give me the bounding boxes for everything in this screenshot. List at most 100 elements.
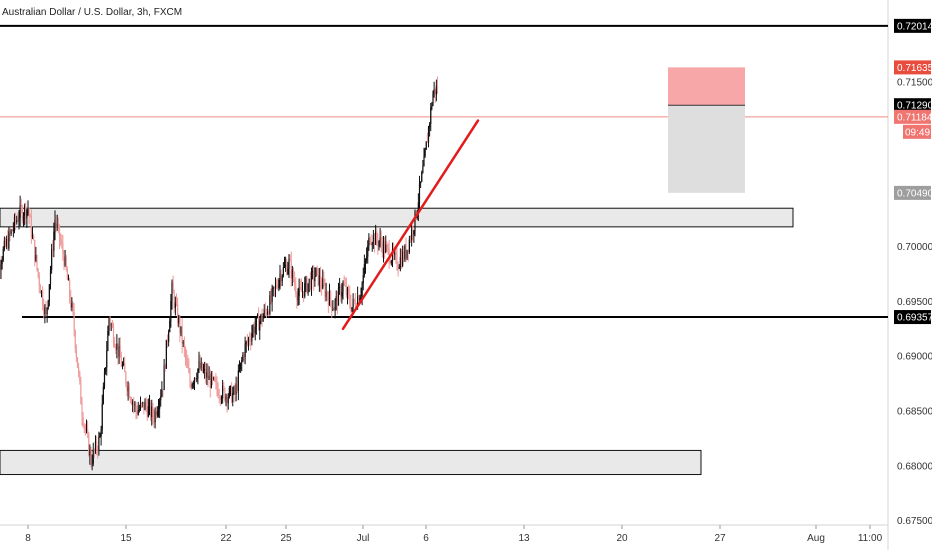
time-tick-label: 13: [518, 533, 530, 544]
current-price-tag-label: 0.71184: [897, 112, 932, 123]
candle-body: [180, 326, 182, 334]
candle-body: [141, 403, 143, 405]
candle-body: [137, 410, 139, 415]
candle-body: [309, 278, 311, 289]
price-tick-label: 0.68500: [897, 406, 932, 417]
candle-body: [29, 216, 31, 218]
candle-body: [376, 231, 378, 241]
candle-body: [359, 297, 361, 302]
candle-body: [120, 357, 122, 367]
candle-body: [193, 378, 196, 384]
candle-body: [389, 261, 391, 263]
candle-body: [204, 368, 206, 371]
candle-body: [207, 372, 209, 380]
candle-body: [258, 314, 260, 331]
candle-body: [348, 288, 350, 295]
candle-body: [18, 217, 20, 222]
candle-body: [121, 364, 124, 367]
candle-body: [8, 231, 10, 249]
candle-body: [56, 223, 58, 226]
candle-body: [386, 244, 388, 246]
candle-body: [151, 406, 153, 418]
candle-body: [107, 330, 109, 351]
candle-body: [436, 85, 439, 91]
candle-body: [282, 267, 284, 276]
candle-body: [130, 400, 133, 405]
candle-body: [334, 300, 336, 311]
candle-body: [139, 403, 142, 409]
candle-body: [33, 235, 35, 241]
candle-body: [414, 210, 416, 231]
candle-body: [421, 172, 423, 182]
candle-body: [220, 398, 223, 400]
candle-body: [233, 387, 235, 394]
candle-body: [361, 283, 363, 296]
candle-body: [304, 282, 306, 297]
trendline[interactable]: [341, 119, 480, 331]
candle-body: [388, 247, 390, 262]
stop-loss-zone[interactable]: [668, 67, 745, 106]
candle-body: [7, 239, 9, 249]
lower-demand-zone[interactable]: [0, 449, 702, 476]
candle-body: [286, 264, 288, 275]
price-tick-label: 0.71500: [897, 78, 932, 89]
time-tick-label: 22: [220, 533, 232, 544]
upper-demand-zone[interactable]: [0, 207, 794, 228]
candle-body: [103, 371, 106, 387]
candle-body: [363, 264, 365, 276]
candle-body: [208, 375, 210, 380]
candle-body: [252, 326, 254, 334]
candle-body: [61, 242, 63, 244]
candle-body: [274, 284, 277, 289]
candle-body: [216, 381, 218, 390]
candle-body: [368, 237, 370, 246]
candle-body: [411, 229, 413, 241]
candle-body: [262, 315, 264, 322]
candle-body: [265, 310, 268, 315]
candle-body: [240, 362, 242, 370]
candle-body: [263, 309, 265, 316]
candle-body: [423, 156, 425, 167]
candle-body: [168, 332, 170, 342]
candle-body: [15, 216, 17, 222]
candle-body: [146, 406, 148, 417]
candle-body: [119, 346, 121, 358]
candle-body: [57, 223, 59, 225]
candle-body: [27, 208, 29, 210]
price-axis[interactable]: 0.67500 0.68000 0.68500 0.69000 0.69500 0.700…: [897, 78, 932, 527]
candle-body: [166, 339, 169, 342]
candle-body: [76, 357, 79, 368]
candle-body: [344, 284, 346, 286]
current-price-tag: 0.71184: [894, 109, 932, 124]
candle-body: [405, 246, 407, 259]
candle-body: [277, 286, 279, 288]
candle-body: [308, 278, 310, 284]
candle-body: [40, 290, 43, 294]
candle-body: [105, 367, 107, 372]
zones-layer: [0, 24, 888, 476]
candle-body: [406, 249, 408, 259]
bar-countdown-label: 09:49: [905, 127, 930, 138]
candle-body: [142, 402, 144, 404]
candle-body: [341, 291, 343, 297]
candle-body: [404, 246, 406, 260]
candle-body: [133, 402, 135, 405]
candle-body: [182, 342, 184, 344]
candle-body: [72, 303, 74, 313]
candle-body: [229, 386, 232, 388]
candle-body: [236, 384, 238, 391]
candle-body: [60, 239, 62, 243]
candle-body: [0, 264, 2, 270]
candle-body: [170, 300, 172, 321]
candle-body: [118, 346, 120, 357]
candle-body: [255, 317, 257, 327]
candle-body: [381, 244, 383, 254]
candle-body: [71, 303, 73, 308]
time-tick-label: 27: [714, 533, 726, 544]
take-profit-zone[interactable]: [668, 105, 745, 193]
time-axis[interactable]: 8 15 22 25 Jul 6 13 20 27 Aug 11:00: [25, 525, 883, 544]
candle-body: [223, 385, 225, 389]
candle-body: [312, 270, 314, 272]
candle-body: [430, 107, 432, 124]
